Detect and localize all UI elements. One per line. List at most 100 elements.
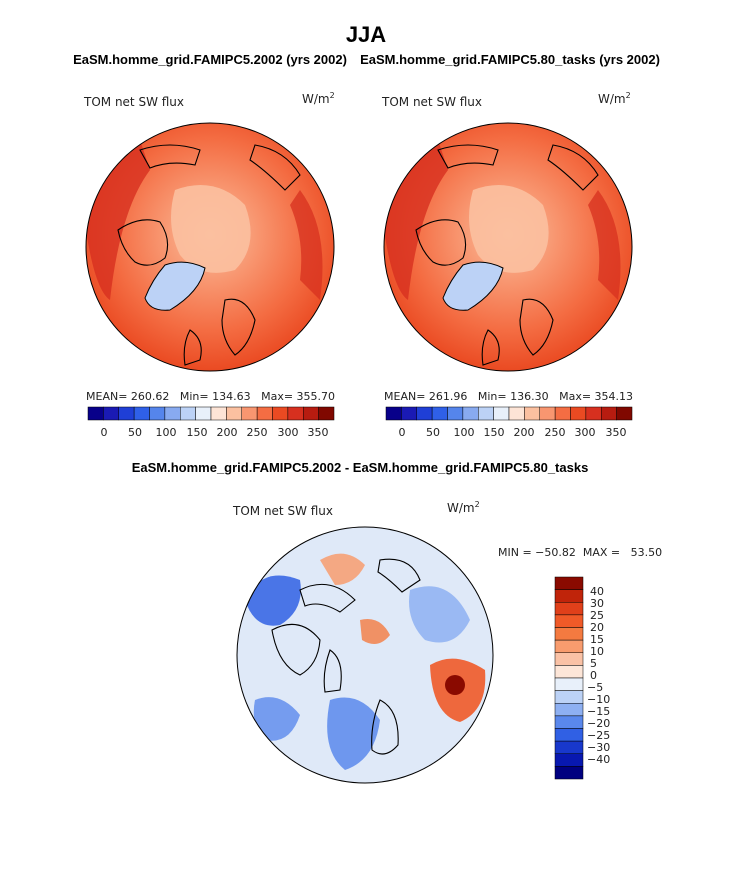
colorbar-swatch [256,406,273,421]
colorbar-swatch [554,728,584,742]
polar-map-right [384,123,632,371]
colorbar-swatch [554,753,584,767]
colorbar-tick-label: 50 [128,426,142,439]
colorbar-swatch [554,740,584,755]
colorbar-tick-label: 30 [590,597,604,610]
colorbar-swatch [447,406,464,421]
panel-diff: EaSM.homme_grid.FAMIPC5.2002 - EaSM.homm… [132,460,662,784]
colorbar-tick-label: −20 [587,717,610,730]
blue-anomaly-region [245,575,301,626]
colorbar-swatch [554,589,584,603]
red-anomaly-region [320,553,365,585]
colorbar-swatch [210,406,227,421]
colorbar-tick-label: −10 [587,693,610,706]
colorbar-swatch [554,652,584,666]
colorbar-swatch [554,576,584,590]
colorbar-swatch [585,406,602,421]
colorbar-diff [554,576,584,780]
coastline [117,144,301,366]
panel-left-units: W/m2 [302,91,335,106]
colorbar-swatch [554,602,584,616]
colorbar-swatch [318,406,335,421]
red-anomaly-region [360,619,390,644]
colorbar-swatch [554,406,571,421]
units-base: W/m [447,501,475,515]
colorbar-tick-label: −5 [587,681,603,694]
colorbar-left-ticks: 0 50 100 150 200 250 300 350 [101,426,329,439]
colorbar-tick-label: 100 [156,426,177,439]
colorbar-swatch [195,406,212,421]
panel-right-title: EaSM.homme_grid.FAMIPC5.80_tasks (yrs 20… [360,52,660,67]
colorbar-swatch [554,614,584,628]
units-base: W/m [598,92,626,106]
panel-diff-units: W/m2 [447,500,480,515]
coastline [271,558,421,755]
colorbar-tick-label: 40 [590,585,604,598]
colorbar-swatch [539,406,556,421]
colorbar-swatch [554,627,584,641]
colorbar-swatch [554,677,584,691]
blue-anomaly-region [327,697,380,770]
colorbar-swatch [554,690,584,704]
colorbar-right-ticks: 0 50 100 150 200 250 300 350 [399,426,627,439]
colorbar-swatch [87,406,104,421]
colorbar-tick-label: 150 [484,426,505,439]
colorbar-tick-label: 100 [454,426,475,439]
page-title: JJA [346,22,386,47]
panel-right-units: W/m2 [598,91,631,106]
colorbar-diff-ticks: 40 30 25 20 15 10 5 0 −5 −10 −15 −20 −25… [587,585,610,766]
panel-diff-minmax: MIN = −50.82 MAX = 53.50 [498,546,662,559]
colorbar-swatch [462,406,479,421]
colorbar-swatch [118,406,135,421]
colorbar-tick-label: 300 [575,426,596,439]
colorbar-swatch [570,406,587,421]
colorbar-swatch [103,406,120,421]
polar-map-left [86,123,334,371]
units-base: W/m [302,92,330,106]
panel-left: EaSM.homme_grid.FAMIPC5.2002 (yrs 2002) … [73,52,347,439]
colorbar-tick-label: 200 [217,426,238,439]
units-exponent: 2 [330,91,335,100]
greenland-ice [442,261,504,311]
colorbar-swatch [616,406,633,421]
units-exponent: 2 [626,91,631,100]
colorbar-swatch [272,406,289,421]
colorbar-tick-label: −15 [587,705,610,718]
colorbar-tick-label: 350 [308,426,329,439]
light-region [171,185,251,273]
colorbar-tick-label: 15 [590,633,604,646]
deep-red-region [290,190,323,300]
colorbar-swatch [416,406,433,421]
panel-diff-variable: TOM net SW flux [232,504,333,518]
map-outline [85,122,335,372]
colorbar-swatch [493,406,510,421]
panel-right-variable: TOM net SW flux [381,95,482,109]
light-region [469,185,549,273]
colorbar-swatch [241,406,258,421]
blue-anomaly-region [409,586,470,643]
colorbar-swatch [149,406,166,421]
colorbar-swatch [164,406,181,421]
colorbar-tick-label: −30 [587,741,610,754]
panel-right-stats: MEAN= 261.96 Min= 136.30 Max= 354.13 [384,390,633,403]
colorbar-tick-label: 150 [187,426,208,439]
colorbar-swatch [287,406,304,421]
colorbar-tick-label: 300 [278,426,299,439]
colorbar-swatch [508,406,525,421]
colorbar-right [385,406,633,421]
map-outline [383,122,633,372]
colorbar-swatch [554,665,584,679]
colorbar-swatch [431,406,448,421]
colorbar-tick-label: 0 [590,669,597,682]
panel-left-variable: TOM net SW flux [83,95,184,109]
colorbar-swatch [478,406,494,421]
colorbar-swatch [401,406,418,421]
colorbar-left [87,406,335,421]
red-anomaly-core [445,675,465,695]
colorbar-tick-label: −40 [587,753,610,766]
map-outline [236,526,494,784]
colorbar-tick-label: 10 [590,645,604,658]
colorbar-tick-label: 50 [426,426,440,439]
colorbar-swatch [226,406,243,421]
colorbar-swatch [385,406,402,421]
